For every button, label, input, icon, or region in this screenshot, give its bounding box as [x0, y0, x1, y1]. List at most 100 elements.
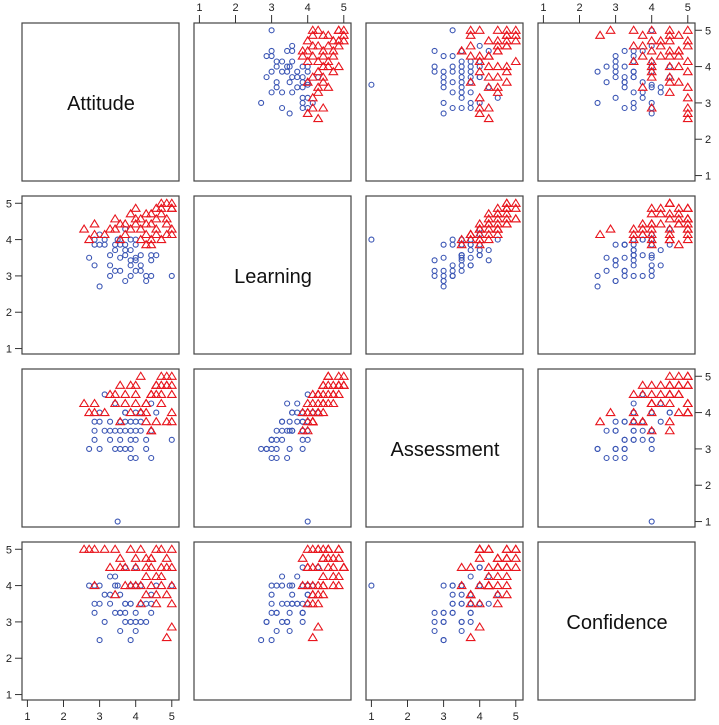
- data-point-circle: [289, 409, 296, 416]
- data-point-triangle: [114, 380, 126, 389]
- data-point-triangle: [673, 208, 685, 218]
- data-point-triangle: [297, 407, 308, 417]
- data-point-triangle: [492, 571, 504, 581]
- data-point-triangle: [156, 389, 167, 398]
- data-point-triangle: [328, 45, 339, 55]
- data-point-triangle: [338, 30, 350, 39]
- data-point-triangle: [333, 544, 345, 553]
- data-point-triangle: [161, 416, 173, 426]
- data-point-triangle: [166, 224, 178, 233]
- data-point-triangle: [646, 407, 657, 417]
- data-point-triangle: [664, 61, 676, 71]
- data-point-triangle: [673, 30, 685, 39]
- data-point-circle: [107, 252, 114, 259]
- data-point-triangle: [456, 45, 467, 55]
- data-point-circle: [86, 254, 93, 261]
- data-point-triangle: [150, 589, 162, 599]
- data-point-triangle: [302, 398, 313, 408]
- data-point-circle: [143, 436, 150, 443]
- y-tick-label-right: 4: [705, 408, 711, 420]
- data-point-triangle: [594, 30, 606, 39]
- data-point-circle: [112, 573, 119, 580]
- data-point-triangle: [682, 380, 694, 389]
- data-point-triangle: [145, 234, 157, 244]
- y-tick-label-left: 3: [6, 617, 12, 629]
- data-point-circle: [273, 79, 280, 86]
- data-point-circle: [458, 262, 465, 269]
- data-point-circle: [440, 110, 447, 117]
- x-tick-label-top: 5: [341, 2, 347, 14]
- data-point-triangle: [135, 544, 147, 553]
- data-point-circle: [268, 27, 275, 34]
- data-point-circle: [279, 618, 286, 625]
- data-point-triangle: [682, 398, 694, 408]
- data-point-triangle: [664, 198, 676, 207]
- data-point-circle: [603, 63, 610, 70]
- data-point-triangle: [130, 203, 141, 212]
- data-point-circle: [289, 58, 296, 65]
- data-point-circle: [96, 445, 103, 452]
- panel-confidence-vs-attitude: [21, 541, 180, 701]
- data-point-circle: [91, 427, 98, 434]
- data-point-triangle: [302, 425, 313, 435]
- data-point-triangle: [156, 234, 167, 244]
- data-point-circle: [96, 637, 103, 644]
- data-point-triangle: [83, 234, 95, 244]
- data-point-triangle: [317, 61, 329, 71]
- data-point-triangle: [166, 389, 178, 398]
- data-point-triangle: [646, 35, 657, 45]
- data-point-triangle: [646, 234, 657, 244]
- data-point-triangle: [135, 234, 147, 244]
- data-point-triangle: [646, 229, 657, 239]
- data-point-circle: [621, 63, 628, 70]
- data-point-triangle: [338, 562, 350, 571]
- data-point-circle: [96, 600, 103, 607]
- data-point-triangle: [628, 389, 639, 398]
- diagonal-label-assessment: Assessment: [391, 439, 500, 461]
- data-point-circle: [294, 84, 301, 91]
- data-point-triangle: [322, 562, 334, 571]
- data-point-triangle: [673, 61, 685, 71]
- data-point-circle: [449, 53, 456, 60]
- data-point-circle: [467, 254, 474, 261]
- data-point-triangle: [166, 380, 178, 389]
- x-tick-label-top: 2: [232, 2, 238, 14]
- data-point-triangle: [166, 544, 178, 553]
- data-point-triangle: [483, 544, 494, 553]
- data-point-triangle: [628, 40, 639, 50]
- data-point-circle: [112, 247, 119, 254]
- data-point-circle: [467, 99, 474, 106]
- data-point-circle: [148, 609, 155, 616]
- data-point-circle: [289, 582, 296, 589]
- data-point-circle: [612, 58, 619, 65]
- data-point-triangle: [664, 30, 676, 39]
- data-point-triangle: [317, 72, 329, 81]
- data-point-circle: [132, 454, 139, 462]
- data-point-triangle: [510, 198, 522, 207]
- data-point-triangle: [302, 580, 313, 590]
- data-point-triangle: [338, 35, 350, 45]
- data-point-triangle: [456, 580, 467, 590]
- data-point-triangle: [161, 380, 173, 389]
- data-point-circle: [621, 272, 628, 279]
- data-point-triangle: [161, 553, 173, 562]
- data-point-triangle: [646, 389, 657, 398]
- data-point-triangle: [628, 416, 639, 426]
- data-point-triangle: [673, 389, 685, 398]
- data-point-circle: [289, 591, 296, 598]
- data-point-circle: [117, 436, 124, 443]
- data-point-triangle: [333, 389, 345, 398]
- data-point-circle: [114, 518, 121, 525]
- panel-confidence-vs-confidence: [537, 541, 696, 701]
- data-point-circle: [143, 445, 150, 452]
- data-point-circle: [263, 53, 270, 60]
- data-point-triangle: [104, 224, 116, 233]
- data-point-triangle: [655, 389, 666, 398]
- data-point-triangle: [130, 218, 141, 228]
- data-point-circle: [440, 582, 447, 589]
- data-point-circle: [648, 436, 655, 443]
- data-point-triangle: [307, 92, 319, 102]
- data-point-triangle: [333, 553, 345, 562]
- data-point-triangle: [109, 213, 121, 223]
- data-point-triangle: [328, 571, 339, 581]
